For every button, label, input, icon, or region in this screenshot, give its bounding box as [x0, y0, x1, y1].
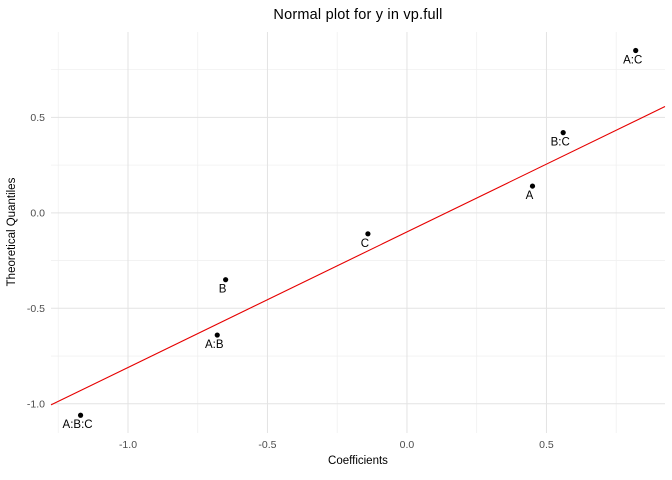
point-label: B:C [551, 137, 570, 149]
data-point [560, 130, 566, 136]
reference-line [50, 106, 666, 406]
x-tick-label: -1.0 [119, 439, 137, 451]
x-tick-label: 0.5 [539, 439, 554, 451]
y-tick-label: -0.5 [27, 303, 45, 315]
x-tick-label: 0.0 [400, 439, 415, 451]
point-label: B [219, 284, 227, 296]
point-label: A:B:C [63, 419, 93, 431]
y-axis-title: Theoretical Quantiles [6, 177, 18, 287]
point-label: A [526, 190, 534, 202]
data-point [365, 231, 371, 237]
y-tick-label: 0.5 [30, 112, 45, 124]
x-axis-title: Coefficients [328, 455, 388, 467]
data-point [223, 277, 229, 283]
data-point [633, 47, 639, 54]
data-point [214, 332, 220, 338]
y-tick-label: 0.0 [30, 207, 45, 219]
point-label: A:B [205, 339, 224, 351]
y-tick-label: -1.0 [27, 398, 45, 410]
point-label: C [361, 238, 369, 250]
data-point [77, 412, 84, 418]
point-label: A:C [623, 55, 642, 67]
data-point [529, 183, 536, 189]
x-tick-label: -0.5 [258, 439, 276, 451]
chart-title: Normal plot for y in vp.full [273, 7, 443, 23]
